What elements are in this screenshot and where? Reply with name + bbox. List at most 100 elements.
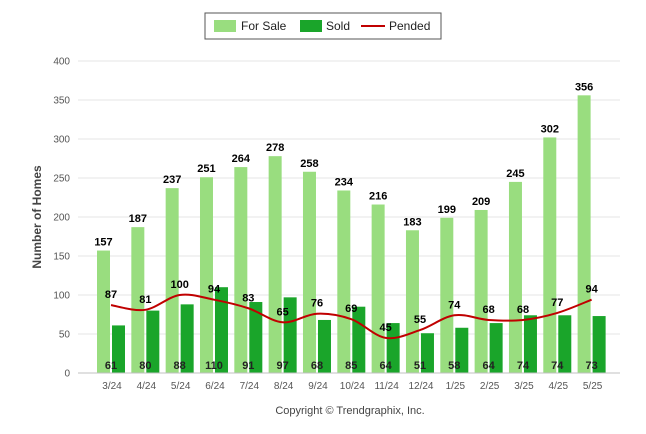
y-tick-label: 400	[53, 57, 70, 68]
bar-sold	[455, 327, 469, 373]
data-label-pended: 81	[139, 294, 151, 306]
data-label-sold: 58	[448, 360, 460, 372]
legend-box	[204, 12, 442, 40]
data-label-for-sale: 199	[438, 204, 456, 216]
bar-for-sale	[440, 217, 454, 373]
bar-for-sale	[474, 209, 488, 373]
data-labels: 157 61 87 187 80 81 237 88 100 251 110 94 264 91 83 278…	[94, 81, 598, 372]
bar-sold	[283, 297, 297, 373]
data-label-sold: 91	[242, 360, 254, 372]
data-label-for-sale: 302	[541, 123, 559, 135]
legend-label: For Sale	[241, 19, 287, 33]
bar-for-sale	[405, 230, 419, 373]
data-label-pended: 69	[345, 303, 357, 315]
legend-swatch	[300, 20, 322, 32]
bar-for-sale	[234, 167, 248, 373]
legend-swatch	[214, 20, 236, 32]
x-tick-label: 7/24	[240, 381, 260, 392]
data-label-for-sale: 258	[300, 158, 318, 170]
bar-sold	[146, 310, 160, 373]
bar-sold	[489, 323, 503, 373]
legend-label: Sold	[326, 19, 350, 33]
bar-for-sale	[165, 188, 179, 373]
bar-sold	[523, 315, 537, 373]
data-label-sold: 88	[174, 360, 186, 372]
bar-for-sale	[97, 250, 110, 373]
data-label-pended: 68	[517, 304, 529, 316]
x-tick-label: 3/25	[514, 381, 534, 392]
y-tick-label: 350	[53, 96, 70, 107]
y-tick-label: 0	[64, 369, 70, 380]
x-tick-label: 2/25	[480, 381, 500, 392]
data-label-pended: 87	[105, 289, 117, 301]
y-tick-label: 100	[53, 291, 70, 302]
data-label-sold: 61	[105, 360, 117, 372]
x-tick-label: 10/24	[340, 381, 365, 392]
x-tick-label: 12/24	[408, 381, 433, 392]
data-label-sold: 64	[380, 360, 393, 372]
y-tick-label: 50	[59, 330, 71, 341]
bar-sold	[558, 315, 572, 373]
data-label-sold: 68	[311, 360, 323, 372]
bar-sold	[214, 287, 228, 373]
bar-sold	[386, 323, 400, 373]
y-tick-label: 250	[53, 174, 70, 185]
bar-sold	[420, 333, 434, 373]
data-label-sold: 74	[551, 360, 564, 372]
y-tick-label: 150	[53, 252, 70, 263]
data-label-pended: 100	[170, 279, 188, 291]
data-label-sold: 80	[139, 360, 151, 372]
data-label-for-sale: 264	[232, 153, 251, 165]
bars	[97, 95, 606, 373]
data-label-sold: 74	[517, 360, 530, 372]
data-label-for-sale: 237	[163, 174, 181, 186]
bar-for-sale	[508, 181, 522, 373]
bar-for-sale	[268, 156, 282, 373]
data-label-pended: 68	[483, 304, 495, 316]
y-axis-ticks: 0 50 100 150 200 250 300 350 400	[53, 57, 70, 380]
x-axis-ticks: 3/24 4/24 5/24 6/24 7/24 8/24 9/24 10/24 11/24 12…	[102, 381, 603, 392]
x-tick-label: 9/24	[308, 381, 328, 392]
data-label-for-sale: 234	[335, 176, 354, 188]
copyright-text: Copyright © Trendgraphix, Inc.	[275, 405, 424, 417]
bar-sold	[592, 316, 606, 373]
legend-label: Pended	[389, 19, 430, 33]
bar-sold	[249, 302, 263, 373]
data-label-pended: 83	[242, 292, 254, 304]
x-tick-label: 11/24	[374, 381, 399, 392]
data-label-for-sale: 245	[506, 168, 524, 180]
x-tick-label: 8/24	[274, 381, 294, 392]
bar-sold	[352, 306, 366, 373]
data-label-for-sale: 251	[197, 163, 215, 175]
bar-for-sale	[337, 190, 351, 373]
data-label-sold: 73	[585, 360, 597, 372]
data-label-for-sale: 157	[94, 237, 112, 249]
bar-for-sale	[199, 177, 213, 373]
x-tick-label: 5/24	[171, 381, 191, 392]
data-label-for-sale: 187	[129, 213, 147, 225]
data-label-pended: 94	[585, 284, 598, 296]
data-label-pended: 65	[277, 306, 289, 318]
legend: For Sale Sold Pended	[204, 12, 442, 40]
data-label-pended: 77	[551, 297, 563, 309]
bar-sold	[180, 304, 194, 373]
data-label-for-sale: 278	[266, 142, 284, 154]
bar-sold	[112, 325, 125, 373]
bar-sold	[317, 319, 331, 373]
data-label-pended: 94	[208, 284, 221, 296]
bar-for-sale	[371, 204, 385, 373]
bar-for-sale	[543, 137, 557, 373]
y-tick-label: 300	[53, 135, 70, 146]
bar-for-sale	[131, 227, 145, 373]
x-tick-label: 4/24	[137, 381, 157, 392]
data-label-sold: 97	[277, 360, 289, 372]
data-label-sold: 85	[345, 360, 357, 372]
x-tick-label: 4/25	[549, 381, 569, 392]
bar-for-sale	[577, 95, 591, 373]
data-label-pended: 45	[380, 322, 392, 334]
pended-line-series	[110, 293, 592, 340]
data-label-pended: 76	[311, 298, 323, 310]
x-tick-label: 3/24	[102, 381, 122, 392]
data-label-sold: 51	[414, 360, 426, 372]
